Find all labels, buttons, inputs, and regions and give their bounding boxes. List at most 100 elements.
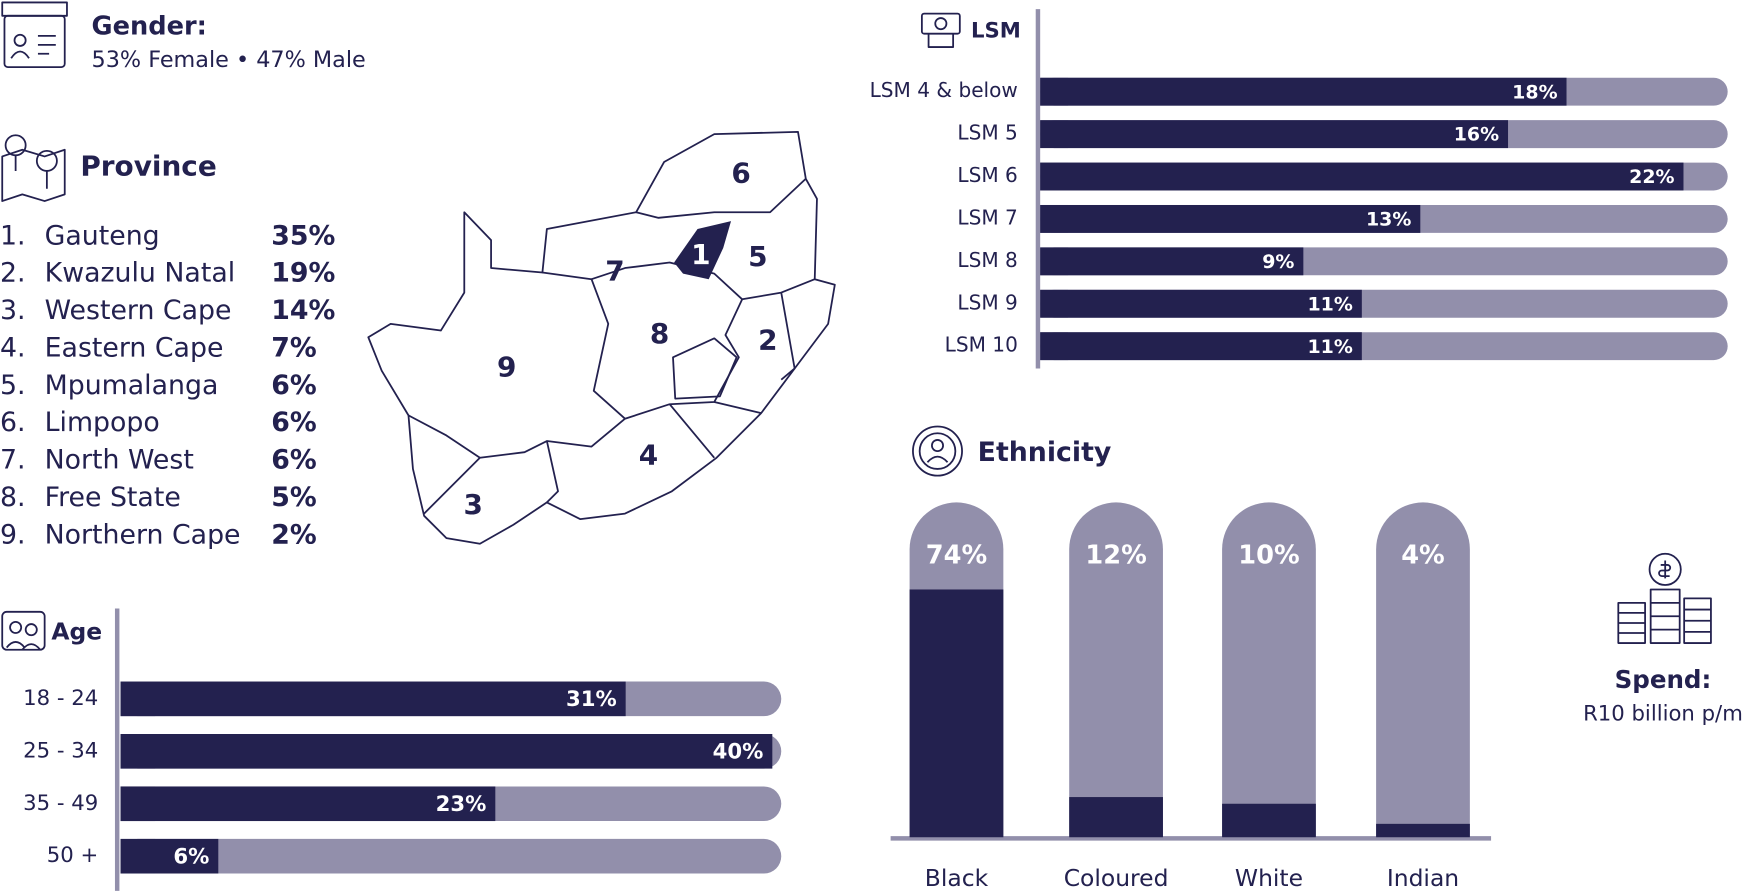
spend-icon [1617,552,1712,644]
bar [120,734,773,769]
map-label: 2 [758,324,777,357]
category-label: 25 - 34 [23,737,98,762]
category-label: 18 - 24 [23,685,98,710]
value-label: 31% [566,686,617,711]
province-rank: 4. [0,332,26,363]
province-rank: 1. [0,220,26,251]
province-name: Kwazulu Natal [45,258,236,289]
province-rank: 9. [0,519,26,550]
map-label: 6 [731,156,750,189]
value-label: 22% [1629,166,1674,188]
map [367,130,836,545]
category-label: LSM 10 [945,333,1018,357]
value-label: 23% [436,791,487,816]
value-label: 10% [1238,540,1299,570]
province-name: Western Cape [45,295,232,326]
spend-title: Spend: [1615,665,1712,694]
category-label: White [1235,864,1303,891]
province-name: North West [45,445,194,476]
column [1222,803,1316,838]
province-rank: 3. [0,295,26,326]
bar [1040,289,1362,318]
province-name: Free State [45,482,181,513]
province-rank: 7. [0,445,26,476]
bar-track [120,838,782,874]
category-label: LSM 9 [957,290,1017,314]
category-label: 50 + [47,842,98,867]
map-label: 8 [650,317,669,350]
province-value: 19% [271,258,335,289]
chart-title: Age [51,618,102,646]
value-label: 12% [1085,540,1146,570]
value-label: 11% [1307,336,1352,358]
column [1069,797,1163,838]
value-label: 18% [1512,81,1557,103]
gauteng-shape [674,221,732,280]
bar [1040,204,1421,233]
map-label: 4 [639,439,658,472]
map-label: 1 [691,238,710,271]
bar [120,838,219,874]
category-label: LSM 8 [957,248,1017,272]
province-title: Province [80,150,216,183]
province-name: Mpumalanga [45,370,219,401]
value-label: 6% [173,843,209,868]
chart-title: LSM [971,17,1021,42]
bar [120,681,626,717]
bar [1040,77,1567,106]
category-label: LSM 7 [957,205,1017,229]
province-rank: 2. [0,258,26,289]
bar [1040,332,1362,361]
province-name: Northern Cape [45,519,241,550]
value-label: 9% [1262,251,1294,273]
province-value: 5% [271,482,316,513]
column [909,589,1004,838]
bar [1040,162,1684,191]
column-track [1069,502,1163,838]
province-value: 6% [271,370,316,401]
map-label: 9 [497,350,516,383]
gender-title: Gender: [92,11,207,41]
lsm-icon [920,12,961,48]
bar [1040,120,1509,149]
category-label: Coloured [1064,864,1169,891]
province-name: Gauteng [45,220,160,251]
province-value: 7% [271,332,316,363]
category-label: Black [925,864,989,891]
province-value: 2% [271,519,316,550]
province-rank: 6. [0,407,26,438]
chart-title: Ethnicity [978,437,1112,468]
category-label: LSM 6 [957,163,1017,187]
value-label: 40% [713,738,764,763]
map-label: 7 [605,255,624,288]
province-name: Eastern Cape [45,332,224,363]
gender-text: 53% Female • 47% Male [92,47,366,73]
spend-text: R10 billion p/m [1583,700,1743,725]
category-label: 35 - 49 [23,790,98,815]
column-track [1376,502,1470,838]
map-label: 5 [748,240,767,273]
gender-icon [1,1,68,69]
bar [120,786,496,822]
category-label: Indian [1387,864,1459,891]
province-rank: 5. [0,370,26,401]
value-label: 74% [926,540,987,570]
age-icon [1,610,46,651]
category-label: LSM 4 & below [870,78,1018,102]
value-label: 13% [1366,209,1411,231]
province-value: 14% [271,295,335,326]
province-name: Limpopo [45,407,160,438]
value-label: 11% [1307,293,1352,315]
column-track [1222,502,1316,838]
province-value: 6% [271,407,316,438]
province-value: 35% [271,220,335,251]
column [1376,823,1470,838]
ethnicity-icon [912,425,963,477]
value-label: 4% [1401,540,1445,570]
bar [1040,247,1304,276]
category-label: LSM 5 [957,121,1017,145]
province-value: 6% [271,445,316,476]
province-rank: 8. [0,482,26,513]
province-icon [1,134,66,202]
